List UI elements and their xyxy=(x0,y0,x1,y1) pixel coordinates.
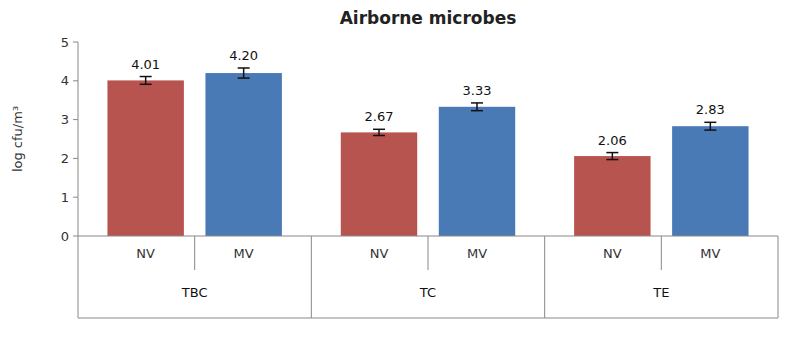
error-bar xyxy=(471,103,483,111)
group-label: TE xyxy=(652,285,669,300)
error-bar-cap xyxy=(238,67,250,69)
label-box-left xyxy=(78,236,79,318)
data-label: 4.20 xyxy=(229,48,258,63)
y-tick xyxy=(73,42,78,43)
x-tick-label: MV xyxy=(467,246,487,261)
group-label: TBC xyxy=(181,285,208,300)
data-marks xyxy=(107,68,748,236)
error-bar-cap xyxy=(606,159,618,161)
y-tick xyxy=(73,119,78,120)
error-bar-cap xyxy=(471,102,483,104)
error-bar-cap xyxy=(704,122,716,124)
label-box-bottom xyxy=(78,318,778,319)
error-bar xyxy=(704,122,716,130)
data-label: 2.83 xyxy=(696,102,725,117)
y-tick-label: 3 xyxy=(61,112,69,127)
y-tick-label: 1 xyxy=(61,190,69,205)
error-bar-cap xyxy=(471,110,483,112)
category-label-area: NV MV TBC NV MV TC NV MV TE xyxy=(78,236,778,318)
error-bar-cap xyxy=(140,76,152,78)
bar xyxy=(574,156,650,236)
y-tick xyxy=(73,158,78,159)
x-tick-label: NV xyxy=(370,246,389,261)
data-labels: 4.01 2.67 2.06 4.20 3.33 2.83 xyxy=(131,48,725,148)
error-bar-cap xyxy=(140,84,152,86)
error-bar-stem xyxy=(243,68,245,78)
error-bar-cap xyxy=(606,152,618,154)
inner-divider xyxy=(194,236,195,270)
data-label: 2.67 xyxy=(365,109,394,124)
y-tick xyxy=(73,80,78,81)
bar xyxy=(205,73,281,236)
data-label: 3.33 xyxy=(463,83,492,98)
y-tick xyxy=(73,197,78,198)
bar xyxy=(107,80,183,236)
x-tick-label: NV xyxy=(603,246,622,261)
error-bar-stem xyxy=(145,77,147,85)
error-bar-stem xyxy=(710,122,712,130)
x-tick-label: MV xyxy=(234,246,254,261)
error-bar xyxy=(373,129,385,135)
data-label: 2.06 xyxy=(598,133,627,148)
error-bar xyxy=(238,68,250,78)
error-bar-stem xyxy=(476,103,478,111)
y-tick-label: 4 xyxy=(61,73,69,88)
group-divider xyxy=(311,236,312,318)
error-bar-cap xyxy=(373,135,385,137)
inner-divider xyxy=(428,236,429,270)
x-tick-label: NV xyxy=(136,246,155,261)
y-tick-label: 0 xyxy=(61,229,69,244)
y-axis: 0 1 2 3 4 5 xyxy=(61,35,78,244)
x-tick-label: MV xyxy=(700,246,720,261)
error-bar-stem xyxy=(378,129,380,135)
chart-svg: Airborne microbes log cfu/m³ 0 1 2 3 4 5 4.01 2.6… xyxy=(0,0,794,355)
y-tick-label: 2 xyxy=(61,151,69,166)
group-divider xyxy=(544,236,545,318)
error-bar xyxy=(606,153,618,160)
bar xyxy=(439,107,515,236)
data-label: 4.01 xyxy=(131,57,160,72)
background xyxy=(0,0,794,355)
error-bar xyxy=(140,77,152,85)
chart-container: Airborne microbes log cfu/m³ 0 1 2 3 4 5 4.01 2.6… xyxy=(0,0,794,355)
inner-divider xyxy=(661,236,662,270)
title: Airborne microbes xyxy=(340,8,517,28)
y-tick-label: 5 xyxy=(61,35,69,50)
error-bar-cap xyxy=(373,129,385,131)
y-axis-label: log cfu/m³ xyxy=(10,106,25,172)
bar xyxy=(672,126,748,236)
error-bar-cap xyxy=(238,77,250,79)
y-axis-line xyxy=(78,42,79,236)
y-tick xyxy=(73,236,78,237)
group-label: TC xyxy=(419,285,436,300)
error-bar-cap xyxy=(704,129,716,131)
error-bar-stem xyxy=(612,153,614,160)
label-box-right xyxy=(778,236,779,318)
bar xyxy=(341,132,417,236)
